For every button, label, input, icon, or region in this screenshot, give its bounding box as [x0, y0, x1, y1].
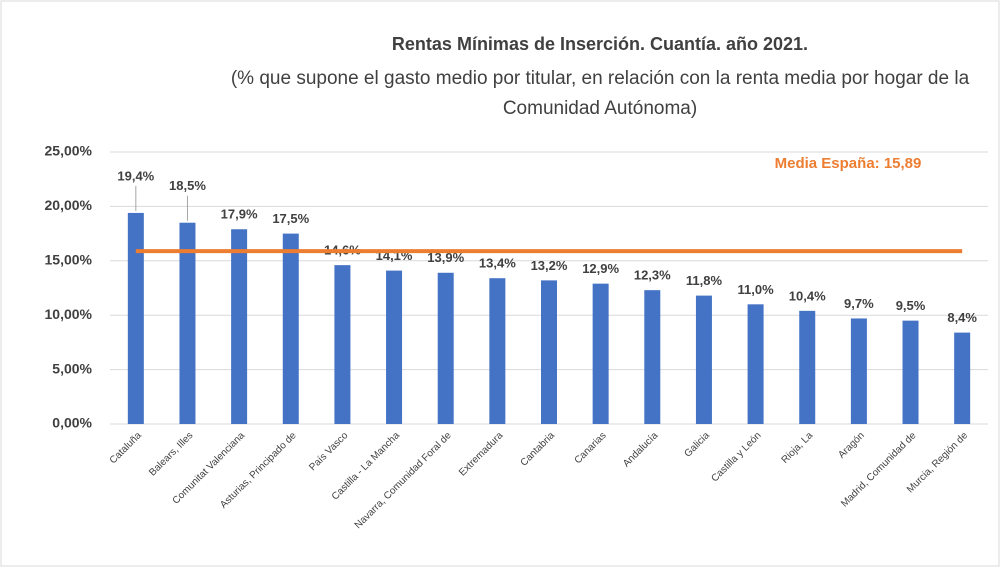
value-label: 9,5% — [896, 298, 926, 313]
value-label: 19,4% — [117, 168, 154, 183]
value-label: 13,4% — [479, 256, 516, 271]
bar — [127, 212, 144, 424]
bar — [644, 290, 661, 424]
chart-title: Rentas Mínimas de Inserción. Cuantía. añ… — [391, 34, 809, 54]
bar — [799, 310, 816, 424]
bar — [902, 320, 919, 424]
bar — [386, 270, 403, 424]
bar — [541, 280, 557, 424]
y-tick-label: 10,00% — [45, 306, 93, 322]
value-label: 12,3% — [634, 268, 671, 283]
chart-subtitle: (% que supone el gasto medio por titular… — [230, 68, 970, 119]
bar — [437, 272, 454, 424]
value-label: 18,5% — [169, 178, 206, 193]
y-tick-label: 25,00% — [45, 143, 93, 159]
value-label: 13,2% — [531, 258, 568, 273]
bar — [850, 318, 867, 424]
reference-label: Media España: 15,89 — [775, 155, 922, 172]
bar — [695, 295, 712, 424]
value-label: 9,7% — [844, 296, 874, 311]
value-label: 11,8% — [686, 273, 723, 288]
value-label: 11,0% — [738, 282, 775, 297]
value-label: 17,9% — [221, 207, 258, 222]
y-tick-label: 0,00% — [52, 415, 92, 431]
value-label: 17,5% — [272, 211, 309, 226]
bar — [489, 278, 506, 424]
y-tick-label: 15,00% — [45, 252, 93, 268]
bar — [592, 283, 609, 424]
value-label: 13,9% — [427, 250, 464, 265]
bar — [747, 304, 764, 424]
value-label: 10,4% — [789, 288, 826, 303]
bar — [334, 265, 351, 424]
y-tick-label: 20,00% — [45, 197, 93, 213]
bar — [231, 229, 248, 424]
bar — [954, 332, 971, 424]
bar — [282, 233, 299, 424]
value-label: 12,9% — [582, 261, 619, 276]
bar — [179, 222, 196, 424]
value-label: 8,4% — [947, 310, 977, 325]
y-tick-label: 5,00% — [52, 360, 92, 376]
